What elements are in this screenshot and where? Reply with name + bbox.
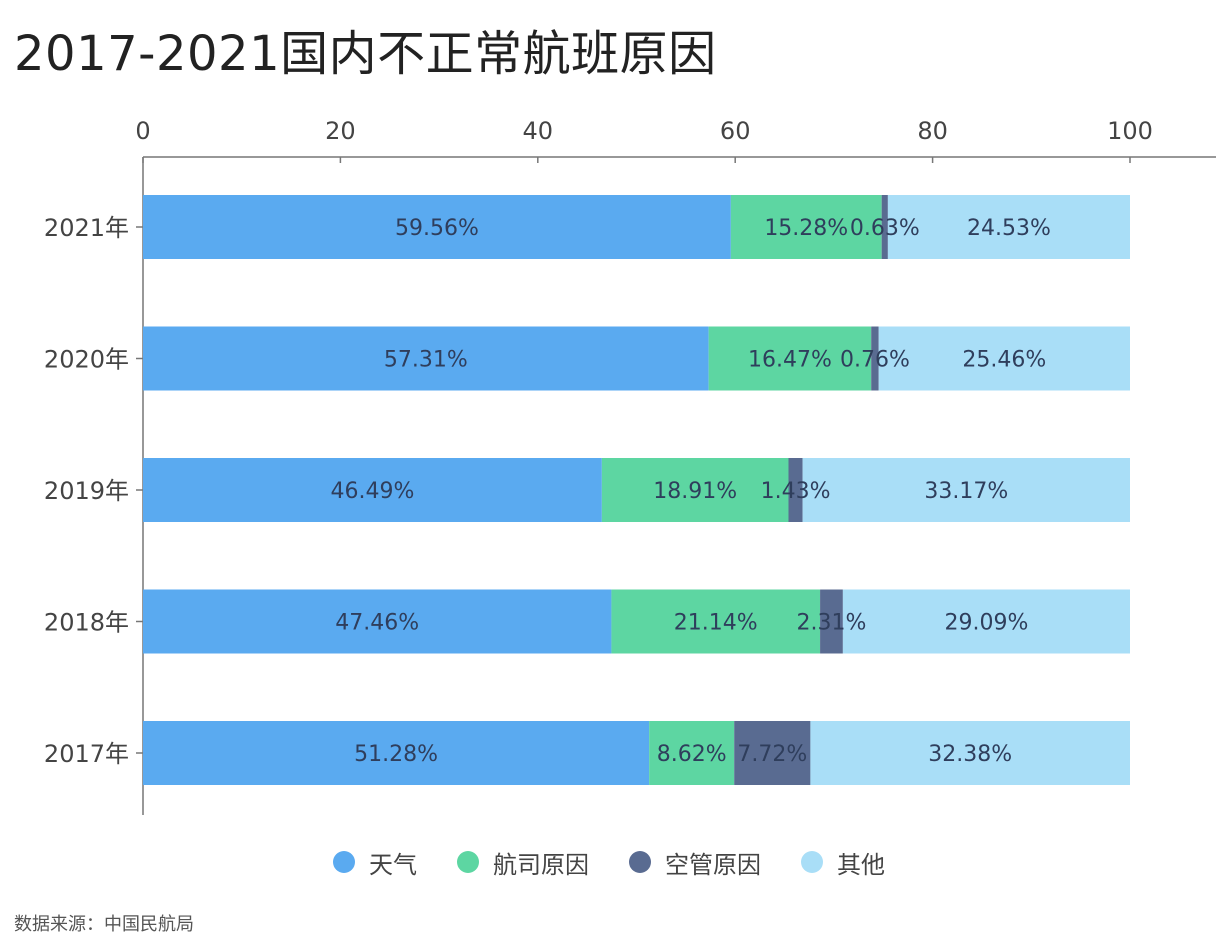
y-tick-label: 2019年 [44,477,129,505]
legend-item: 空管原因 [629,845,761,880]
data-label: 21.14% [674,611,758,636]
x-tick-label: 40 [523,117,554,145]
chart-title: 2017-2021国内不正常航班原因 [14,26,717,82]
x-tick-label: 20 [325,117,356,145]
x-tick-label: 0 [135,117,150,145]
data-label: 15.28% [764,216,848,241]
legend-label: 天气 [369,850,417,879]
bar-segment [143,589,612,654]
bar-segment [734,721,811,785]
data-label: 25.46% [962,348,1046,373]
bar-segment [143,458,602,522]
data-label: 24.53% [967,216,1051,241]
bar-segment [802,458,1130,522]
y-tick-label: 2017年 [44,740,129,768]
data-label: 57.31% [384,348,468,373]
bar-segment [820,589,843,654]
bar-segment [611,589,821,654]
data-label: 46.49% [330,479,414,504]
bar-segment [810,721,1130,785]
legend-item: 航司原因 [457,845,589,880]
bar-segment [842,589,1130,654]
bar-segment [871,326,879,391]
source-note: 数据来源：中国民航局 [14,914,194,935]
legend: 天气 航司原因 空管原因 其他 [0,842,1218,882]
data-label: 18.91% [653,479,737,504]
data-label: 0.76% [840,348,910,373]
bar-segment [143,326,709,391]
bar-segment [881,195,888,259]
legend-item: 天气 [333,845,417,880]
data-label: 7.72% [737,742,807,767]
bar-segment [143,195,731,259]
legend-label: 其他 [837,850,885,879]
data-label: 2.31% [797,611,867,636]
x-tick-label: 80 [917,117,948,145]
y-tick-label: 2020年 [44,346,129,374]
data-label: 16.47% [748,348,832,373]
data-label: 8.62% [657,742,727,767]
x-tick-label: 60 [720,117,751,145]
data-label: 29.09% [944,611,1028,636]
y-tick-label: 2021年 [44,214,129,242]
legend-swatch [333,851,355,873]
data-label: 0.63% [850,216,920,241]
bar-segment [788,458,803,522]
data-label: 47.46% [335,611,419,636]
y-tick-label: 2018年 [44,609,129,637]
bar-segment [878,326,1130,391]
bar-segment [887,195,1130,259]
bar-segment [601,458,789,522]
legend-item: 其他 [801,845,885,880]
data-label: 33.17% [924,479,1008,504]
legend-label: 空管原因 [665,850,761,879]
data-label: 32.38% [928,742,1012,767]
legend-swatch [629,851,651,873]
x-tick-label: 100 [1107,117,1153,145]
legend-swatch [801,851,823,873]
legend-swatch [457,851,479,873]
bar-segment [708,326,872,391]
legend-label: 航司原因 [493,850,589,879]
bar-segment [649,721,735,785]
data-label: 51.28% [354,742,438,767]
data-label: 1.43% [761,479,831,504]
bar-segment [143,721,650,785]
data-label: 59.56% [395,216,479,241]
bar-segment [730,195,882,259]
